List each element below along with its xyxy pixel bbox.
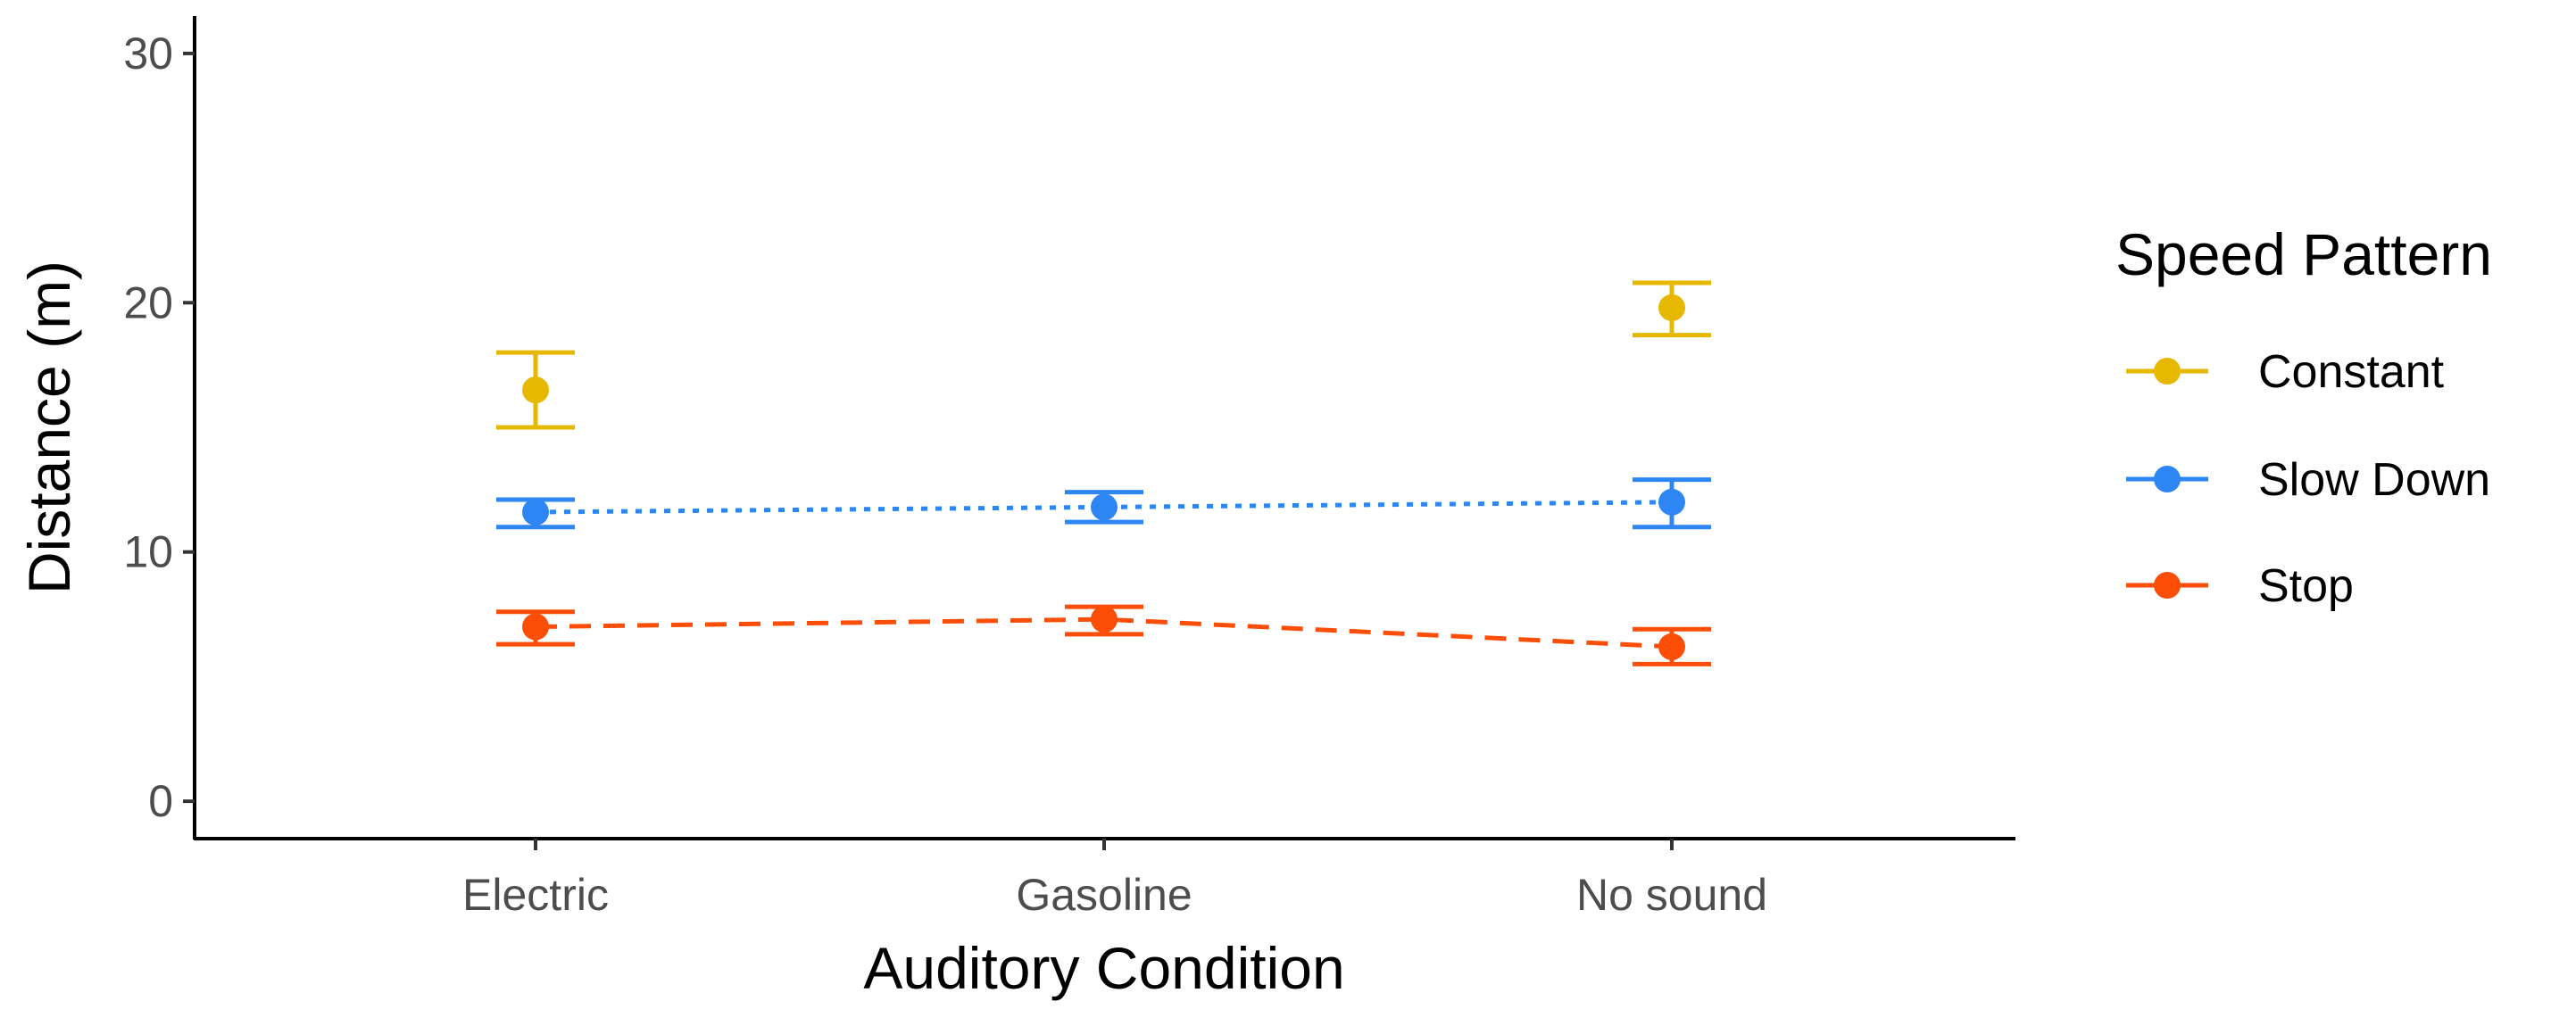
legend-label-stop: Stop	[2258, 560, 2354, 612]
y-tick-label: 20	[123, 277, 173, 327]
x-tick-label: Gasoline	[1016, 870, 1192, 920]
legend: Speed Pattern Constant Slow Down Stop	[2115, 221, 2492, 612]
plot-series-layer	[496, 280, 1711, 666]
legend-key-dot-stop	[2154, 572, 2181, 599]
legend-title: Speed Pattern	[2115, 221, 2492, 287]
x-tick-label: No sound	[1576, 870, 1767, 920]
legend-key-dot-constant	[2154, 358, 2181, 385]
x-axis-title: Auditory Condition	[863, 935, 1344, 1001]
data-point-stop	[522, 613, 549, 641]
y-axis-title: Distance (m)	[16, 261, 82, 594]
y-tick-label: 0	[148, 776, 173, 826]
data-point-constant	[522, 376, 549, 404]
y-tick-label: 30	[123, 29, 173, 79]
series-line-stop	[535, 616, 1673, 650]
data-point-constant	[1658, 294, 1685, 321]
y-tick-label: 10	[123, 527, 173, 577]
data-point-stop	[1658, 633, 1685, 660]
x-tick-label: Electric	[462, 870, 609, 920]
legend-key-dot-slow-down	[2154, 466, 2181, 492]
data-point-stop	[1091, 606, 1118, 633]
data-point-slow-down	[522, 498, 549, 525]
series-line-slow-down	[535, 500, 1673, 515]
axes-layer: 0 10 20 30 Electric Gasoline No sound	[123, 16, 2015, 920]
legend-label-constant: Constant	[2258, 346, 2445, 398]
legend-label-slow-down: Slow Down	[2258, 454, 2490, 506]
data-point-slow-down	[1091, 493, 1118, 521]
data-point-slow-down	[1658, 488, 1685, 516]
